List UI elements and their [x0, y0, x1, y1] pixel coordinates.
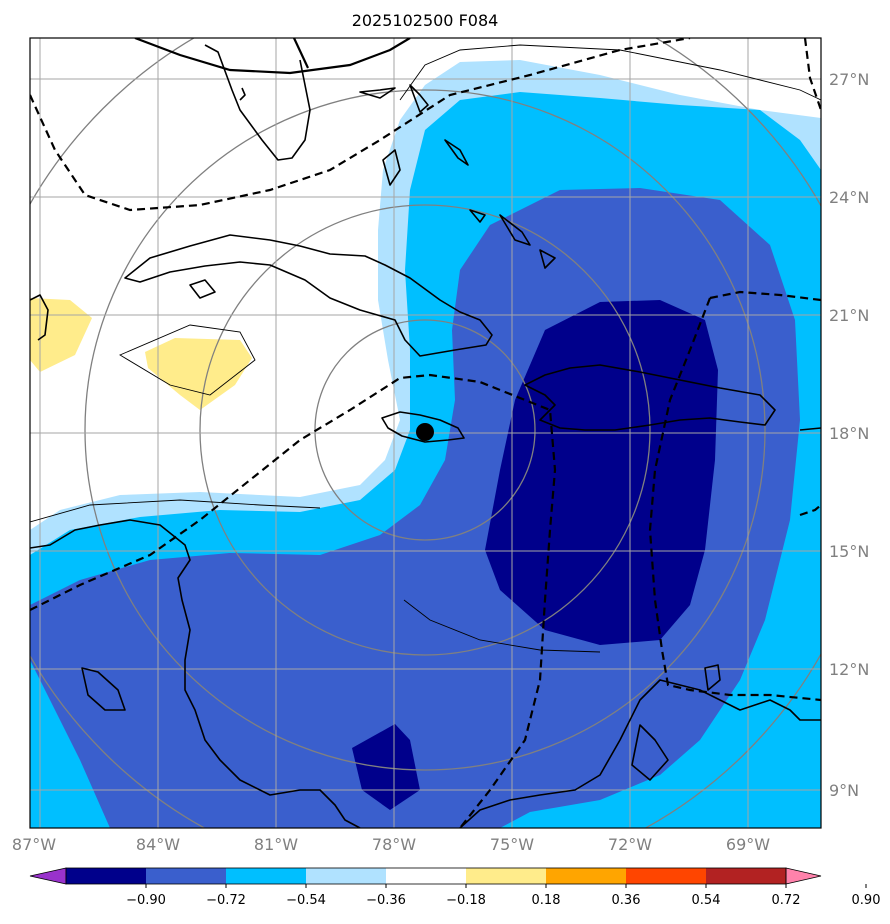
contour-darkest-blue-main [485, 300, 718, 645]
colorbar-segment [226, 868, 306, 884]
map-title: 2025102500 F084 [352, 11, 499, 30]
lon-label: 69°W [726, 835, 770, 854]
colorbar-segment [546, 868, 626, 884]
colorbar-tick-label: 0.54 [692, 893, 721, 908]
thin-contour-lines [30, 44, 821, 653]
storm-center-marker [416, 423, 434, 441]
colorbar: −0.90 −0.72 −0.54 −0.36 −0.18 0.18 0.36 0.54 0.7… [29, 867, 881, 908]
lon-label: 78°W [372, 835, 416, 854]
solid-boundaries [134, 38, 411, 75]
central-america-coast [30, 519, 361, 828]
lat-label: 18°N [829, 424, 869, 443]
colorbar-segment [66, 868, 146, 884]
contour-light-yellow-west [30, 298, 92, 372]
colorbar-segment [306, 868, 386, 884]
lon-label: 84°W [136, 835, 180, 854]
colorbar-segment [626, 868, 706, 884]
colorbar-segment [386, 868, 466, 884]
longitude-labels: 87°W 84°W 81°W 78°W 75°W 72°W 69°W [12, 835, 770, 854]
colorbar-extend-low [29, 867, 67, 885]
lat-label: 21°N [829, 306, 869, 325]
contour-darkest-blue-small [352, 724, 420, 810]
lon-label: 72°W [608, 835, 652, 854]
colorbar-tick-label: −0.54 [286, 893, 326, 908]
lat-label: 27°N [829, 70, 869, 89]
colorbar-tick-label: −0.90 [126, 893, 166, 908]
colorbar-tick-label: −0.18 [446, 893, 486, 908]
map-frame [29, 37, 822, 829]
coastlines [30, 44, 821, 828]
south-america-coast [459, 679, 821, 828]
lat-label: 9°N [829, 781, 859, 800]
colorbar-tick-label: 0.18 [532, 893, 561, 908]
lat-label: 15°N [829, 542, 869, 561]
colorbar-tick-label: 0.90 [852, 893, 881, 908]
hispaniola-coast [524, 364, 776, 431]
lat-label: 12°N [829, 660, 869, 679]
colorbar-tick-label: −0.36 [366, 893, 406, 908]
colorbar-segment [146, 868, 226, 884]
colorbar-tick-label: −0.72 [206, 893, 246, 908]
dashed-boundaries [30, 38, 821, 828]
florida-coast [204, 44, 311, 161]
cuba-coast [124, 234, 493, 357]
colorbar-segment [706, 868, 786, 884]
colorbar-segment [466, 868, 546, 884]
colorbar-tick-label: 0.72 [772, 893, 801, 908]
map-area [30, 38, 821, 828]
lat-label: 24°N [829, 188, 869, 207]
contour-light-yellow-central [145, 338, 252, 410]
graticule [30, 38, 821, 828]
lon-label: 87°W [12, 835, 56, 854]
lon-label: 75°W [490, 835, 534, 854]
colorbar-extend-high [785, 867, 822, 885]
colorbar-frame [65, 867, 787, 885]
colorbar-tick-label: 0.36 [612, 893, 641, 908]
jamaica-coast [381, 411, 465, 443]
latitude-labels: 27°N 24°N 21°N 18°N 15°N 12°N 9°N [829, 70, 869, 800]
lon-label: 81°W [254, 835, 298, 854]
